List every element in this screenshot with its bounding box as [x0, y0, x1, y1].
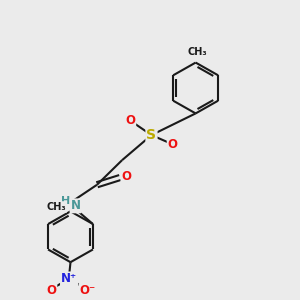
- Text: N: N: [70, 200, 80, 212]
- Text: H: H: [61, 196, 70, 206]
- Text: O: O: [46, 284, 56, 297]
- Text: O⁻: O⁻: [80, 284, 96, 297]
- Text: S: S: [146, 128, 157, 142]
- Text: N⁺: N⁺: [61, 272, 77, 285]
- Text: CH₃: CH₃: [187, 46, 207, 57]
- Text: O: O: [122, 169, 131, 183]
- Text: O: O: [168, 138, 178, 151]
- Text: CH₃: CH₃: [46, 202, 66, 212]
- Text: O: O: [125, 114, 135, 127]
